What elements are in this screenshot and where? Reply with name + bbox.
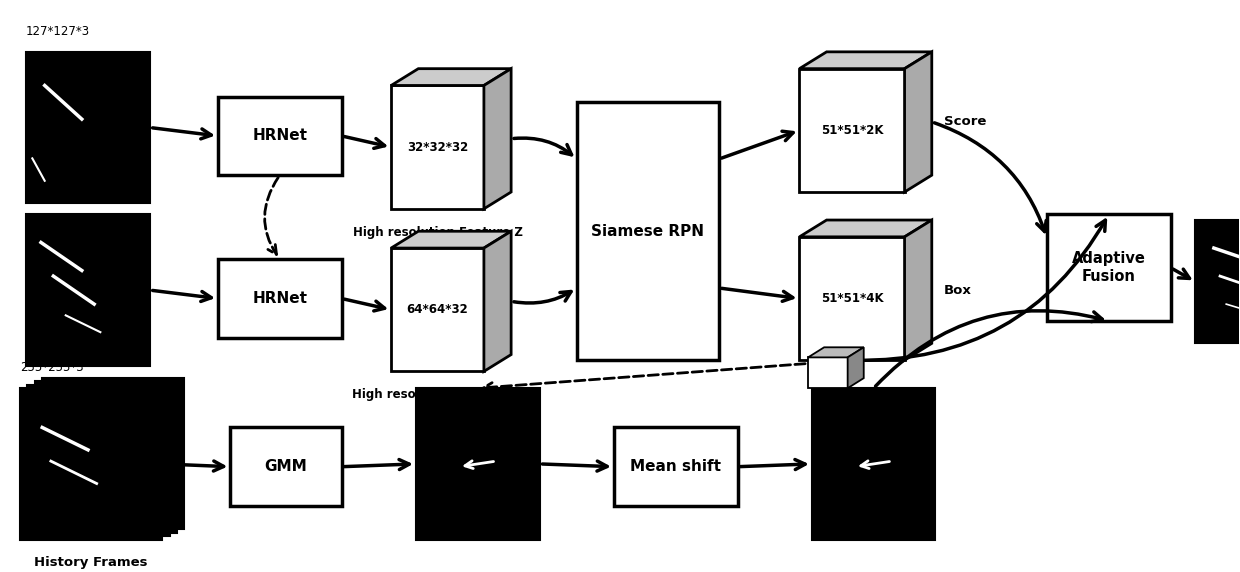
Text: History Frames: History Frames (35, 557, 148, 569)
Text: 32*32*32: 32*32*32 (407, 141, 469, 154)
Polygon shape (42, 378, 185, 530)
Text: High resolution Feature X: High resolution Feature X (352, 388, 523, 401)
Text: 1*1*4: 1*1*4 (815, 399, 841, 408)
Text: Box: Box (944, 284, 972, 297)
Polygon shape (391, 231, 511, 248)
Polygon shape (391, 248, 484, 371)
Polygon shape (391, 85, 484, 209)
Text: Mean shift: Mean shift (630, 459, 722, 474)
FancyBboxPatch shape (577, 102, 719, 360)
FancyBboxPatch shape (231, 427, 342, 506)
Text: 64*64*32: 64*64*32 (407, 303, 469, 316)
Text: 255*255*3: 255*255*3 (26, 188, 89, 200)
Polygon shape (415, 388, 539, 539)
Text: Score: Score (944, 116, 987, 129)
Polygon shape (904, 52, 931, 192)
Text: GMM: GMM (264, 459, 308, 474)
Polygon shape (484, 231, 511, 371)
Polygon shape (848, 347, 864, 388)
Text: HRNet: HRNet (252, 291, 308, 306)
Polygon shape (800, 237, 904, 360)
Text: Siamese RPN: Siamese RPN (591, 224, 704, 239)
Text: 127*127*3: 127*127*3 (26, 25, 91, 38)
Polygon shape (484, 69, 511, 209)
Polygon shape (800, 220, 931, 237)
Polygon shape (26, 214, 150, 366)
Polygon shape (808, 358, 848, 388)
FancyBboxPatch shape (218, 259, 342, 337)
Polygon shape (35, 382, 177, 533)
Text: 255*255*3: 255*255*3 (20, 361, 83, 374)
Text: 51*51*4K: 51*51*4K (821, 292, 883, 305)
Polygon shape (904, 220, 931, 360)
Text: 51*51*2K: 51*51*2K (821, 124, 883, 137)
FancyBboxPatch shape (218, 97, 342, 175)
Polygon shape (800, 52, 931, 69)
Polygon shape (391, 69, 511, 85)
Polygon shape (1195, 220, 1240, 343)
Polygon shape (26, 52, 150, 203)
Polygon shape (20, 388, 162, 539)
Polygon shape (812, 388, 935, 539)
Polygon shape (800, 69, 904, 192)
Text: Search Region X: Search Region X (26, 383, 150, 396)
FancyBboxPatch shape (1047, 214, 1171, 321)
FancyBboxPatch shape (614, 427, 738, 506)
Text: Adaptive
Fusion: Adaptive Fusion (1071, 252, 1146, 284)
Text: High resolution Feature Z: High resolution Feature Z (352, 225, 522, 239)
Polygon shape (808, 347, 864, 358)
Polygon shape (27, 385, 170, 536)
Text: Target Temple Z: Target Temple Z (29, 220, 148, 233)
Text: HRNet: HRNet (252, 129, 308, 144)
